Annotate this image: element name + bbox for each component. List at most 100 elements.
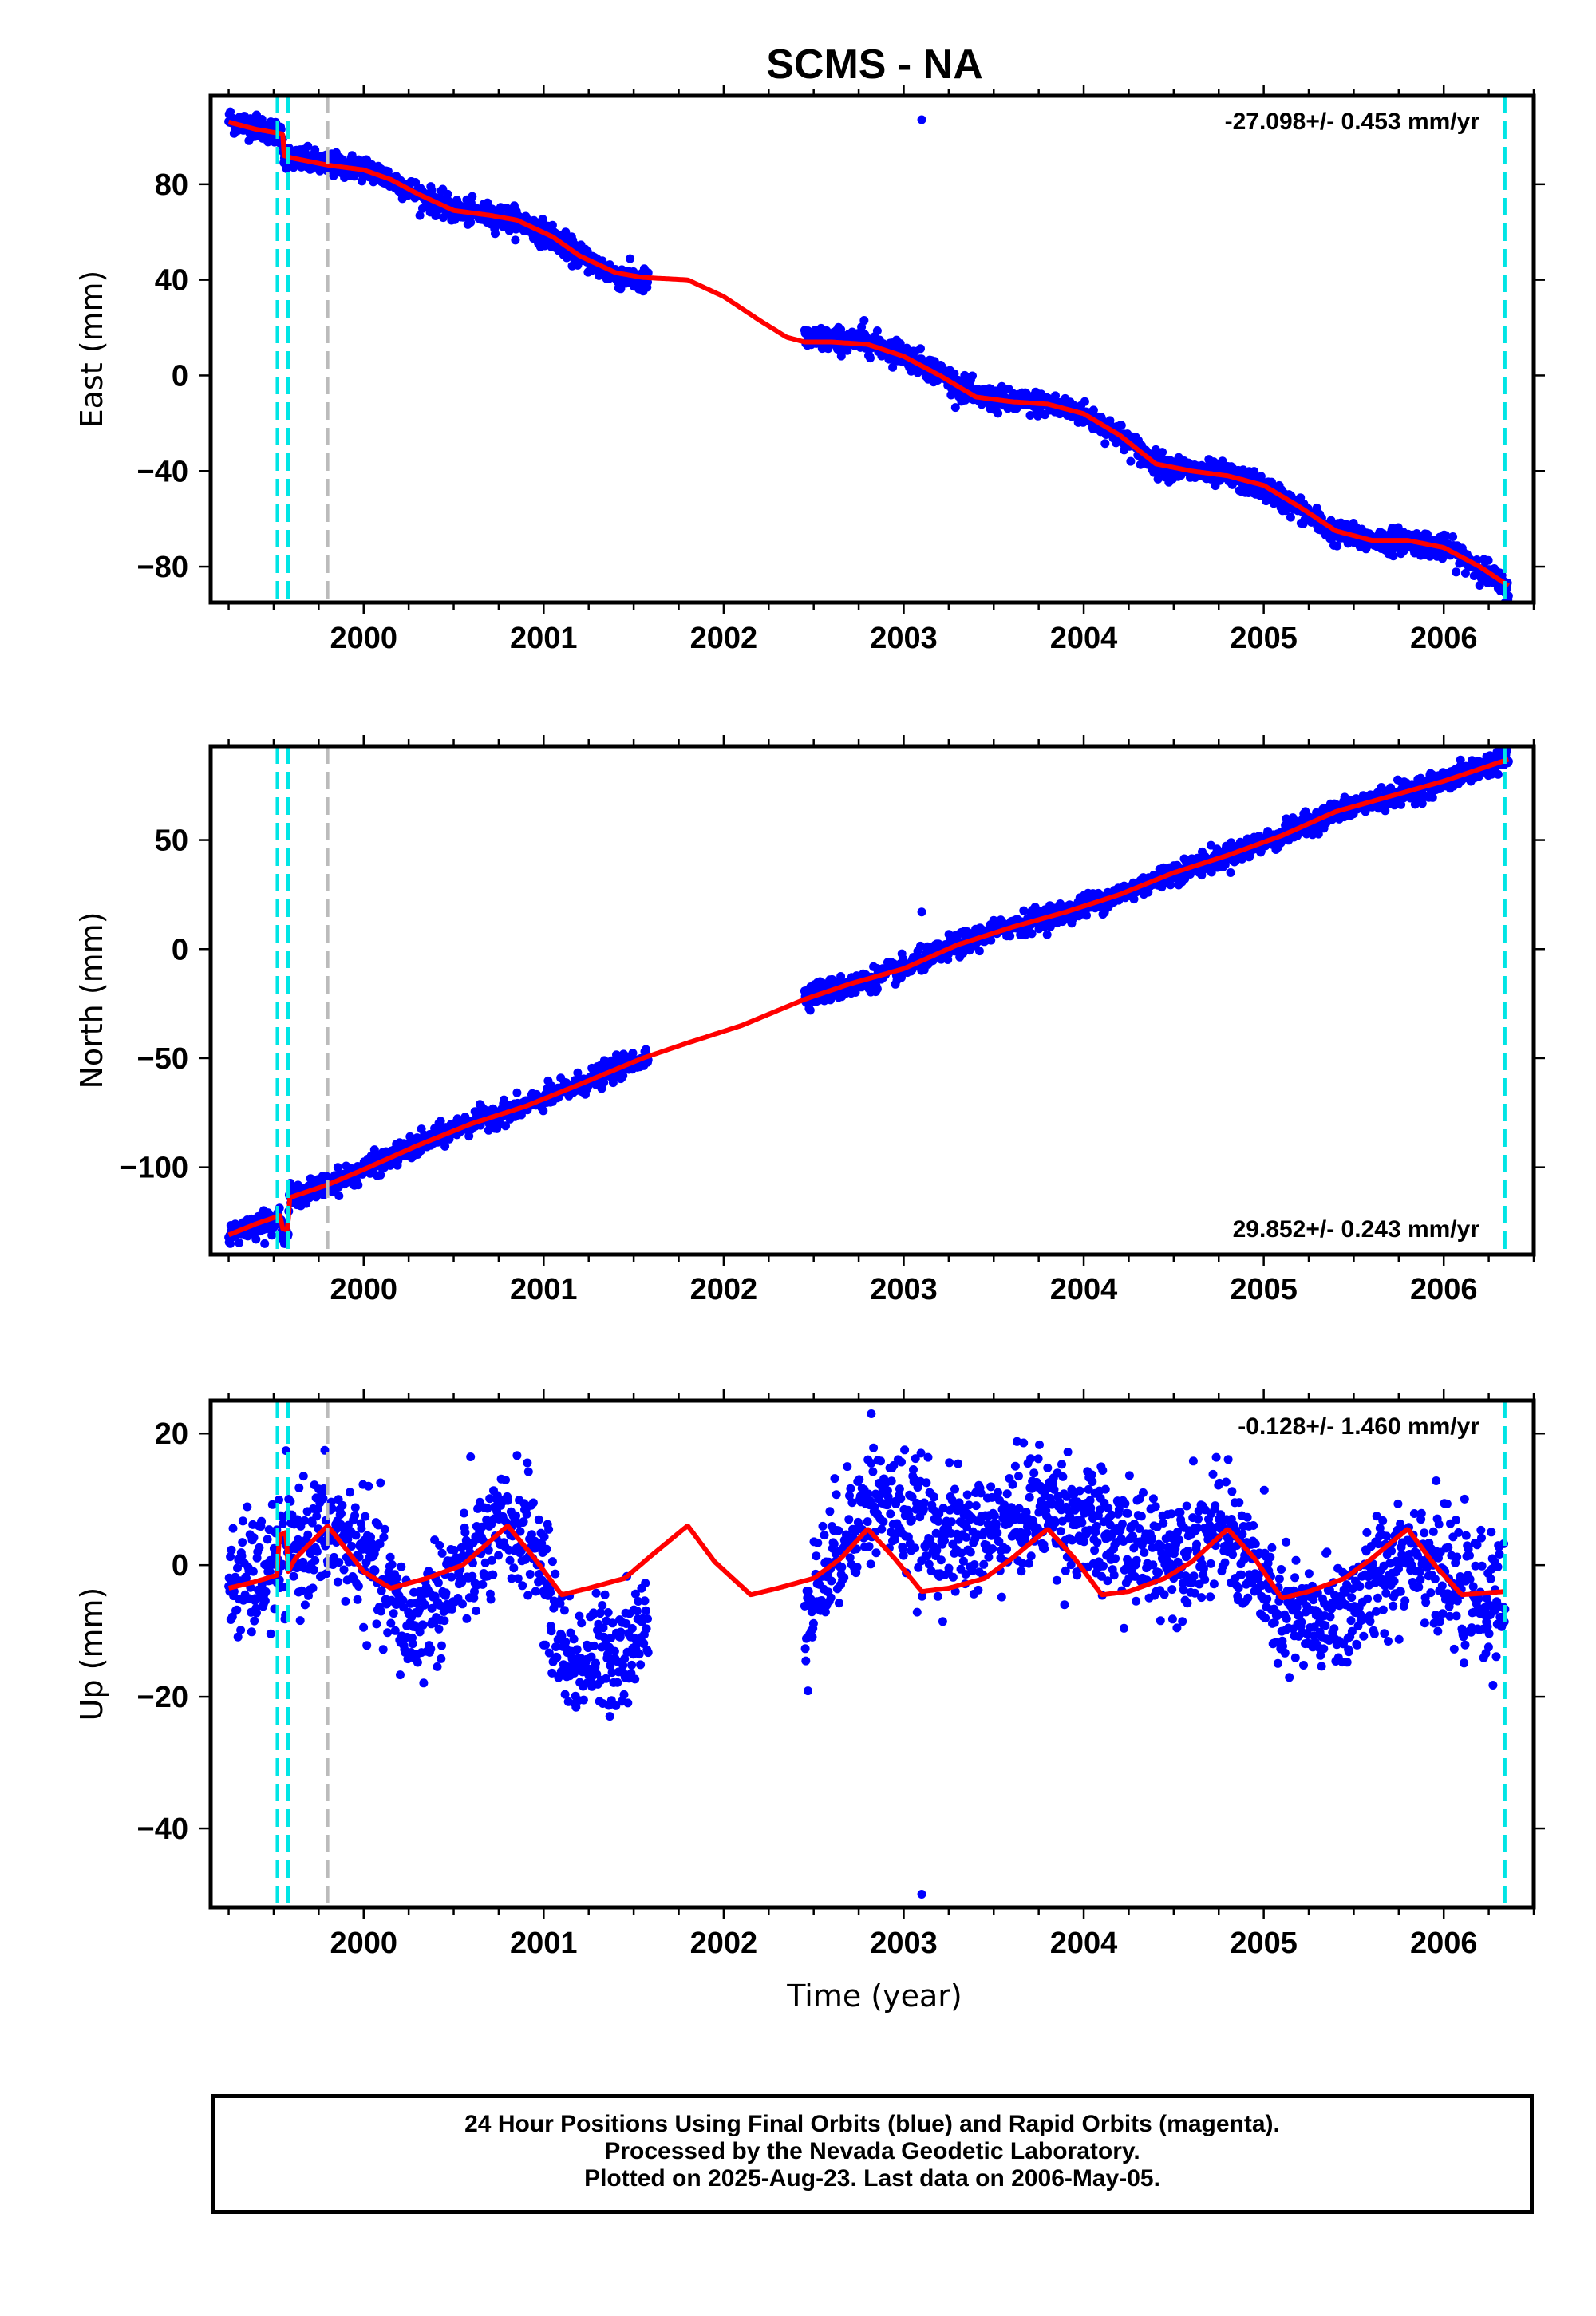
up-data-point bbox=[477, 1522, 487, 1531]
north-outlier-point bbox=[260, 1239, 270, 1248]
north-data-point bbox=[1166, 880, 1175, 890]
east-x-tick-label: 2006 bbox=[1410, 622, 1478, 655]
north-data-point bbox=[1027, 929, 1037, 939]
north-data-point bbox=[958, 948, 968, 958]
east-data-point bbox=[1483, 555, 1493, 565]
north-y-tick-label: −50 bbox=[137, 1042, 188, 1076]
north-data-point bbox=[369, 1145, 379, 1155]
east-data-point bbox=[1126, 456, 1136, 466]
up-data-point bbox=[448, 1604, 456, 1614]
up-data-point bbox=[551, 1569, 560, 1579]
north-x-tick-label: 2004 bbox=[1050, 1273, 1118, 1306]
east-data-point bbox=[289, 163, 298, 172]
up-data-point bbox=[293, 1515, 302, 1524]
up-data-point bbox=[357, 1524, 366, 1533]
up-data-point bbox=[589, 1608, 598, 1618]
up-data-point bbox=[528, 1498, 538, 1508]
up-data-point bbox=[518, 1581, 527, 1591]
east-data-point bbox=[994, 409, 1003, 418]
east-data-point bbox=[1448, 532, 1458, 541]
east-x-tick-label: 2001 bbox=[510, 622, 578, 655]
up-data-point bbox=[418, 1620, 428, 1630]
up-data-point bbox=[233, 1632, 243, 1642]
up-data-point bbox=[419, 1678, 429, 1688]
north-data-point bbox=[1238, 854, 1246, 864]
up-data-point bbox=[587, 1652, 596, 1662]
up-data-point bbox=[571, 1702, 581, 1712]
up-data-point bbox=[337, 1509, 346, 1518]
east-data-point bbox=[836, 351, 846, 361]
up-data-point bbox=[261, 1587, 271, 1596]
up-data-point bbox=[318, 1494, 328, 1504]
up-data-point bbox=[596, 1608, 606, 1617]
up-data-point bbox=[380, 1524, 389, 1534]
north-data-point bbox=[1042, 930, 1052, 939]
east-data-point bbox=[968, 371, 977, 381]
north-data-point bbox=[512, 1088, 522, 1097]
up-data-point bbox=[264, 1525, 274, 1535]
north-data-point bbox=[1410, 800, 1420, 809]
north-data-point bbox=[1019, 906, 1029, 915]
up-data-point bbox=[415, 1627, 425, 1637]
up-data-point bbox=[300, 1600, 310, 1610]
up-data-point bbox=[333, 1577, 342, 1587]
north-data-point bbox=[974, 947, 984, 956]
east-data-point bbox=[916, 344, 925, 354]
up-data-point bbox=[483, 1504, 492, 1513]
up-data-point bbox=[458, 1599, 467, 1609]
up-data-point bbox=[359, 1622, 369, 1632]
up-data-point bbox=[512, 1451, 522, 1460]
east-data-point bbox=[824, 344, 833, 354]
up-data-point bbox=[512, 1511, 520, 1520]
up-data-point bbox=[437, 1641, 446, 1650]
east-data-point bbox=[950, 369, 959, 378]
north-data-point bbox=[1417, 799, 1427, 808]
up-data-point bbox=[470, 1587, 479, 1596]
up-data-point bbox=[312, 1547, 322, 1556]
up-data-point bbox=[228, 1524, 238, 1533]
east-data-point bbox=[1116, 421, 1126, 430]
up-data-point bbox=[546, 1587, 555, 1597]
east-data-point bbox=[872, 326, 882, 335]
up-data-point bbox=[347, 1542, 356, 1551]
up-data-point bbox=[243, 1502, 252, 1512]
up-data-point bbox=[469, 1593, 479, 1603]
east-data-point bbox=[491, 229, 500, 239]
east-x-tick-label: 2004 bbox=[1050, 622, 1118, 655]
up-data-point bbox=[237, 1551, 247, 1561]
up-data-point bbox=[579, 1695, 588, 1705]
up-data-point bbox=[372, 1619, 381, 1629]
up-data-point bbox=[523, 1467, 533, 1476]
north-data-point bbox=[1005, 931, 1015, 941]
east-data-point bbox=[1080, 397, 1089, 406]
east-y-axis-label: East (mm) bbox=[74, 271, 109, 429]
east-data-point bbox=[511, 235, 520, 245]
up-data-point bbox=[527, 1530, 536, 1539]
up-data-point bbox=[353, 1595, 362, 1604]
up-data-point bbox=[251, 1594, 260, 1603]
east-data-point bbox=[468, 192, 477, 201]
up-data-point bbox=[255, 1543, 264, 1552]
up-data-point bbox=[433, 1578, 443, 1587]
east-data-point bbox=[950, 403, 960, 413]
up-data-point bbox=[387, 1560, 397, 1569]
up-data-point bbox=[434, 1624, 444, 1634]
north-data-point bbox=[251, 1235, 261, 1244]
up-data-point bbox=[460, 1508, 468, 1518]
up-data-point bbox=[238, 1516, 247, 1526]
north-data-point bbox=[235, 1238, 244, 1247]
up-data-point bbox=[260, 1596, 270, 1606]
east-data-point bbox=[1441, 531, 1451, 540]
east-data-point bbox=[1333, 541, 1342, 551]
up-data-point bbox=[278, 1520, 287, 1528]
up-data-point bbox=[386, 1618, 396, 1628]
east-data-points bbox=[224, 107, 1513, 603]
north-data-point bbox=[986, 935, 996, 945]
up-data-point bbox=[250, 1616, 259, 1626]
up-data-point bbox=[308, 1583, 318, 1593]
up-data-point bbox=[523, 1591, 533, 1600]
north-outlier-point bbox=[917, 907, 926, 917]
up-data-point bbox=[238, 1538, 247, 1547]
north-data-point bbox=[354, 1180, 363, 1190]
